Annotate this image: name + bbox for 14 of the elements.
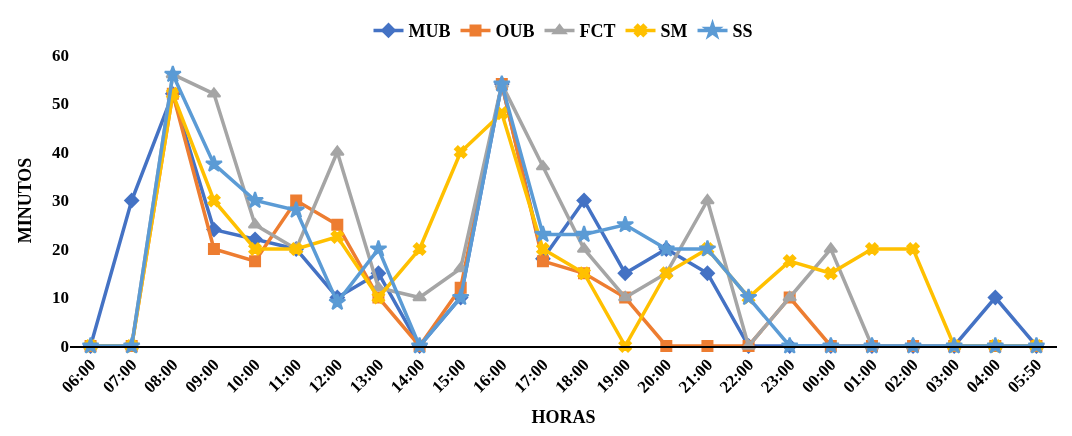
legend-label: SM [660,21,688,42]
y-tick-label: 30 [52,191,69,211]
y-tick-label: 20 [52,239,69,259]
legend-label: OUB [495,21,535,42]
y-tick-label: 60 [52,45,69,65]
y-tick-label: 0 [60,336,69,356]
legend-label: FCT [579,21,616,42]
y-axis-title: MINUTOS [15,157,36,244]
legend-label: MUB [408,21,451,42]
y-tick-label: 50 [52,94,69,114]
legend-label: SS [732,21,753,42]
y-tick-label: 10 [52,288,69,308]
y-tick-label: 40 [52,142,69,162]
x-axis-title: HORAS [531,407,596,428]
